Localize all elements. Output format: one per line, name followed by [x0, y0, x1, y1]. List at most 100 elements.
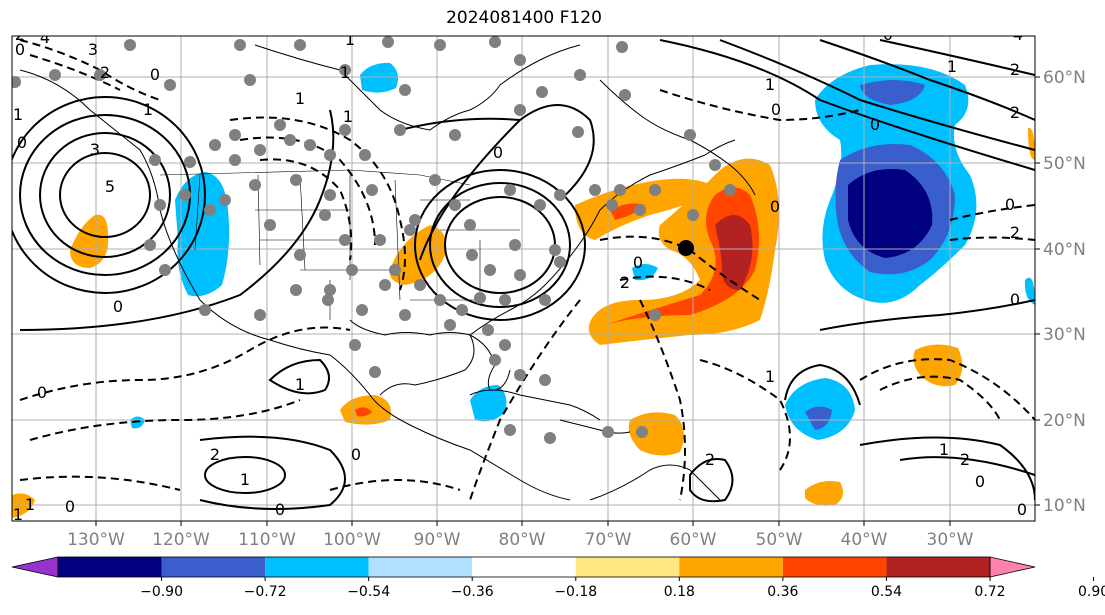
colorbar-segment	[886, 557, 990, 577]
station-dot	[339, 234, 351, 246]
contour-value-label: 1	[345, 30, 355, 49]
station-dot	[724, 184, 736, 196]
station-dot	[264, 219, 276, 231]
station-dot	[382, 36, 394, 48]
colorbar-segment	[472, 557, 576, 577]
lon-tick-label: 40°W	[841, 530, 888, 550]
station-dot	[399, 309, 411, 321]
station-dot	[349, 339, 361, 351]
station-dot	[554, 189, 566, 201]
positive-anomaly-region	[805, 481, 844, 506]
station-dot	[514, 369, 526, 381]
contour-value-label: 0	[1017, 500, 1027, 519]
contour-value-label: 0	[275, 500, 285, 519]
contour-value-label: 1	[240, 470, 250, 489]
station-dot	[687, 209, 699, 221]
station-dot	[534, 199, 546, 211]
positive-anomaly-region	[355, 407, 372, 417]
station-dot	[464, 219, 476, 231]
station-dot	[514, 269, 526, 281]
contour-value-label: 1	[295, 375, 305, 394]
station-dot	[616, 41, 628, 53]
lon-tick-label: 90°W	[414, 530, 461, 550]
contour-value-label: 0	[17, 133, 27, 152]
station-dot	[249, 179, 261, 191]
colorbar-segment	[368, 557, 473, 577]
colorbar-tick-label: −0.54	[347, 584, 390, 600]
station-dot	[229, 154, 241, 166]
station-markers	[12, 36, 736, 444]
station-dot	[366, 184, 378, 196]
colorbar-tick-label: −0.36	[451, 584, 494, 600]
station-dot	[294, 249, 306, 261]
station-dot	[369, 366, 381, 378]
lat-tick-label: 40°N	[1043, 240, 1086, 260]
colorbar-segment	[575, 557, 680, 577]
station-dot	[606, 199, 618, 211]
colorbar-segment	[58, 557, 162, 577]
contour-value-label: 0	[37, 383, 47, 402]
station-dot	[684, 129, 696, 141]
contour-value-label: 2	[100, 63, 110, 82]
station-dot	[324, 284, 336, 296]
station-dot	[539, 294, 551, 306]
positive-anomaly-region	[628, 412, 684, 456]
station-dot	[356, 304, 368, 316]
station-dot	[499, 294, 511, 306]
station-dot	[572, 126, 584, 138]
station-dot	[489, 354, 501, 366]
station-dot	[536, 86, 548, 98]
station-dot	[399, 84, 411, 96]
contour-value-label: 2	[1010, 60, 1020, 79]
station-dot	[294, 39, 306, 51]
contour-value-label: 0	[883, 25, 893, 44]
positive-anomaly-region	[575, 178, 720, 240]
contour-value-label: 2	[960, 450, 970, 469]
contour-value-label: 2	[620, 273, 630, 292]
storm-center-marker	[678, 240, 694, 256]
station-dot	[290, 284, 302, 296]
colorbar-tick-label: 0.54	[871, 584, 902, 600]
colorbar: −0.90 −0.72 −0.54 −0.36 −0.18 0.18 0.36 0.54 0.7…	[11, 556, 1105, 600]
lon-tick-label: 100°W	[323, 530, 381, 550]
contour-value-label: 0	[633, 253, 643, 272]
station-dot	[339, 64, 351, 76]
station-dot	[124, 39, 136, 51]
station-dot	[339, 124, 351, 136]
contour-value-label: 4	[40, 28, 50, 47]
contour-value-label: 2	[210, 445, 220, 464]
contour-value-label: 0	[870, 115, 880, 134]
contour-value-label: 0	[15, 40, 25, 59]
contour-value-label: 3	[90, 140, 100, 159]
contour-value-label: 0	[975, 472, 985, 491]
station-dot	[509, 239, 521, 251]
contour-value-label: 0	[113, 297, 123, 316]
station-dot	[544, 432, 556, 444]
contour-value-label: 0	[771, 100, 781, 119]
colorbar-segment	[782, 557, 887, 577]
colorbar-outline	[57, 556, 991, 578]
colorbar-tick-label: 0.36	[767, 584, 798, 600]
colorbar-extend-high	[989, 556, 1036, 578]
colorbar-tick-label: −0.72	[244, 584, 287, 600]
station-dot	[499, 339, 511, 351]
lon-tick-label: 130°W	[67, 530, 125, 550]
contour-value-label: 1	[143, 100, 153, 119]
colorbar-extend-low	[11, 556, 59, 578]
station-dot	[199, 304, 211, 316]
lon-tick-label: 50°W	[756, 530, 803, 550]
contour-value-label: 1	[25, 495, 35, 514]
negative-anomaly-region	[805, 406, 832, 430]
contour-value-label: 0	[770, 197, 780, 216]
contour-value-label: 1	[340, 63, 350, 82]
contour-value-label: 1	[343, 107, 353, 126]
contour-value-label: 2	[1010, 103, 1020, 122]
station-dot	[602, 426, 614, 438]
station-dot	[394, 124, 406, 136]
negative-anomaly-region	[470, 385, 507, 422]
station-dot	[12, 76, 21, 88]
station-dot	[324, 149, 336, 161]
station-dot	[154, 199, 166, 211]
lon-tick-label: 80°W	[499, 530, 546, 550]
station-dot	[179, 189, 191, 201]
